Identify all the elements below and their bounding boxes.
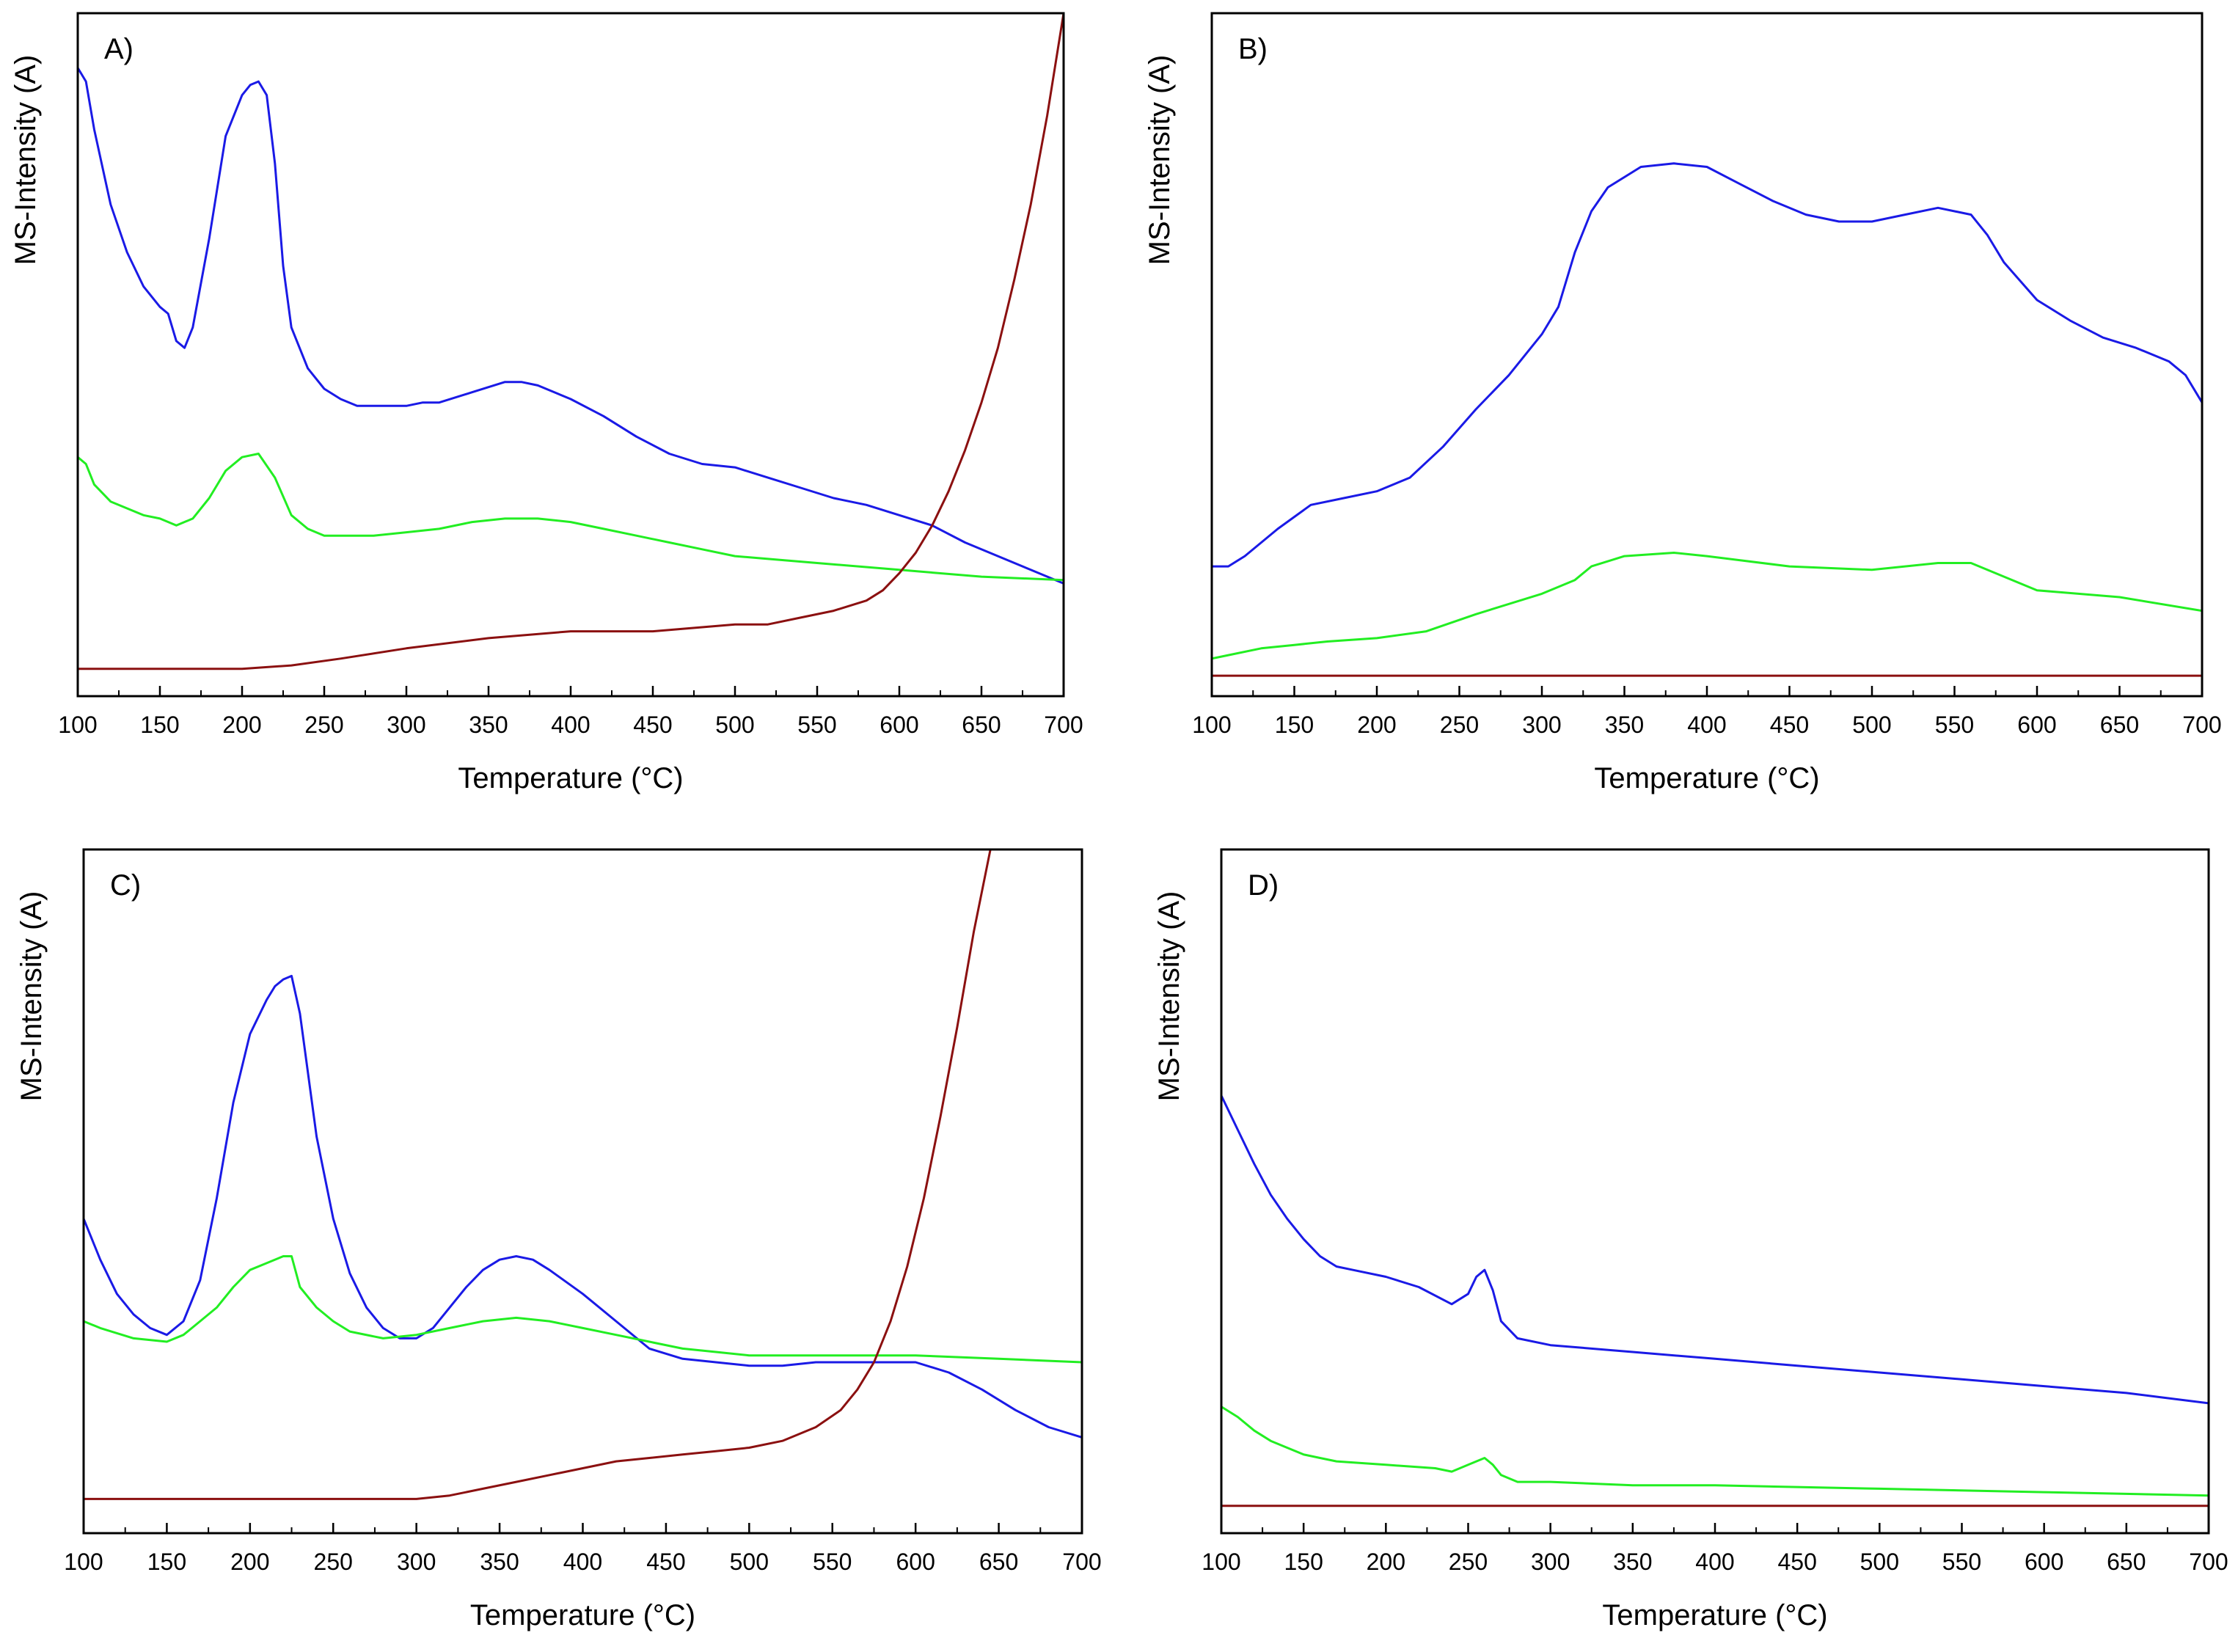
y-axis-label-d: MS-Intensity (A) [1153,891,1185,1102]
panel-d: 100 150 200 250 300 350 400 450 500 550 600 650 700 T… [1153,848,2228,1631]
x-tick-label-a: 300 [387,712,425,738]
x-tick-label-d: 550 [1942,1549,1981,1575]
series-line-blue-d [1221,1094,2209,1405]
x-tick-label-d: 700 [2189,1549,2228,1575]
x-tick-label-b: 550 [1935,712,1974,738]
x-tick-label-a: 500 [715,712,754,738]
x-tick-label-b: 350 [1605,712,1644,738]
x-tick-label-c: 700 [1062,1549,1101,1575]
x-tick-label-a: 250 [304,712,343,738]
x-tick-label-c: 250 [314,1549,353,1575]
x-tick-label-d: 200 [1367,1549,1405,1575]
x-tick-label-b: 600 [2017,712,2056,738]
panel-label-b: B) [1238,33,1268,65]
series-line-green-c [84,1255,1082,1364]
x-tick-label-c: 400 [563,1549,602,1575]
x-tick-label-b: 300 [1522,712,1561,738]
x-tick-label-c: 350 [480,1549,519,1575]
x-tick-label-d: 600 [2025,1549,2063,1575]
x-tick-label-b: 250 [1440,712,1479,738]
x-tick-label-a: 400 [551,712,590,738]
x-axis-label-a: Temperature (°C) [458,762,683,794]
panel-label-c: C) [110,869,141,902]
x-tick-label-a: 550 [797,712,836,738]
panel-label-a: A) [104,33,134,65]
x-tick-label-a: 100 [58,712,97,738]
x-tick-label-d: 650 [2107,1549,2146,1575]
x-tick-label-a: 700 [1044,712,1083,738]
x-tick-label-d: 500 [1860,1549,1899,1575]
x-tick-label-b: 500 [1852,712,1891,738]
panel-c: 100 150 200 250 300 350 400 450 500 550 600 650 700 T… [15,848,1102,1631]
x-tick-label-d: 450 [1777,1549,1816,1575]
series-line-blue-c [84,974,1082,1439]
x-tick-label-c: 650 [979,1549,1018,1575]
y-axis-label-c: MS-Intensity (A) [15,891,48,1102]
x-tick-label-c: 150 [147,1549,186,1575]
x-tick-label-c: 100 [64,1549,103,1575]
x-tick-label-d: 150 [1284,1549,1323,1575]
series-line-blue-a [78,67,1064,585]
series-line-dark-red-c [84,849,992,1500]
x-tick-label-a: 600 [880,712,918,738]
x-tick-label-d: 300 [1531,1549,1570,1575]
series-line-blue-b [1212,162,2202,568]
x-tick-label-c: 600 [896,1549,935,1575]
x-tick-label-b: 450 [1770,712,1809,738]
x-axis-label-d: Temperature (°C) [1602,1599,1827,1631]
x-tick-label-a: 350 [469,712,508,738]
x-tick-label-c: 450 [646,1549,685,1575]
panel-b: 100 150 200 250 300 350 400 450 500 550 600 650 700 T… [1144,12,2222,794]
x-tick-label-b: 400 [1687,712,1726,738]
x-tick-label-d: 400 [1695,1549,1734,1575]
x-tick-label-c: 200 [230,1549,269,1575]
x-tick-label-b: 650 [2100,712,2139,738]
x-tick-label-a: 450 [633,712,672,738]
x-tick-label-d: 100 [1202,1549,1240,1575]
x-tick-label-c: 550 [813,1549,852,1575]
x-axis-label-c: Temperature (°C) [470,1599,695,1631]
x-tick-label-a: 650 [962,712,1001,738]
series-line-dark-red-a [78,13,1064,670]
y-axis-label-a: MS-Intensity (A) [10,55,42,266]
x-tick-label-b: 150 [1275,712,1314,738]
x-tick-label-a: 150 [140,712,179,738]
series-line-green-d [1221,1406,2209,1497]
series-line-green-a [78,453,1064,582]
x-tick-label-b: 700 [2182,712,2221,738]
series-line-green-b [1212,552,2202,660]
x-tick-label-c: 500 [730,1549,769,1575]
x-tick-label-a: 200 [222,712,261,738]
y-axis-label-b: MS-Intensity (A) [1144,55,1176,266]
x-tick-label-d: 350 [1613,1549,1652,1575]
panel-label-d: D) [1248,869,1279,902]
x-tick-label-b: 200 [1357,712,1396,738]
x-tick-label-b: 100 [1192,712,1231,738]
x-tick-label-c: 300 [397,1549,436,1575]
x-tick-label-d: 250 [1449,1549,1488,1575]
x-axis-label-b: Temperature (°C) [1594,762,1819,794]
panel-a: 100 150 200 250 300 350 400 450 500 550 600 650 700 T… [10,12,1083,794]
